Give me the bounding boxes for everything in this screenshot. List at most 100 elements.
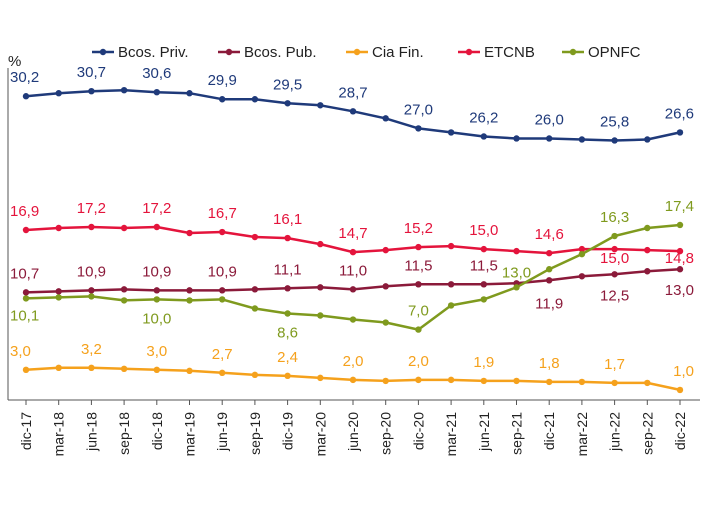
data-point-bcos-priv	[676, 129, 684, 136]
legend-marker	[225, 48, 233, 56]
legend-label: ETCNB	[484, 44, 535, 61]
legend-item-bcos-priv: Bcos. Priv.	[92, 44, 189, 61]
data-point-opnfc	[513, 284, 520, 291]
data-point-bcos-pub	[447, 281, 455, 288]
x-tick-label: mar-22	[574, 412, 590, 457]
legend-label: Cia Fin.	[372, 44, 424, 61]
data-label-bcos-pub: 10,7	[10, 265, 39, 282]
data-point-cia-fin	[153, 366, 160, 374]
data-point-bcos-priv	[219, 96, 226, 103]
data-label-opnfc: 13,0	[502, 264, 531, 281]
data-point-cia-fin	[546, 378, 553, 386]
data-point-etcnb	[611, 245, 618, 253]
data-label-opnfc: 7,0	[408, 303, 429, 320]
data-point-bcos-pub	[644, 268, 651, 275]
data-label-cia-fin: 2,7	[212, 346, 233, 363]
data-point-etcnb	[186, 229, 193, 237]
data-label-bcos-priv: 26,0	[535, 111, 564, 128]
chart-axes	[7, 68, 700, 405]
data-point-bcos-priv	[578, 136, 586, 143]
data-label-etcnb: 15,0	[600, 250, 629, 267]
data-point-bcos-priv	[447, 129, 455, 136]
legend-item-cia-fin: Cia Fin.	[346, 44, 424, 61]
data-point-bcos-priv	[546, 135, 553, 142]
data-point-cia-fin	[644, 379, 651, 387]
data-point-etcnb	[317, 240, 324, 248]
data-point-opnfc	[349, 316, 357, 323]
data-point-opnfc	[251, 305, 259, 312]
data-label-bcos-pub: 10,9	[208, 263, 237, 280]
data-point-bcos-priv	[480, 133, 487, 140]
data-label-cia-fin: 1,7	[604, 356, 625, 373]
data-label-bcos-priv: 28,7	[338, 84, 367, 101]
data-point-cia-fin	[88, 364, 95, 372]
data-point-etcnb	[251, 233, 259, 241]
data-point-etcnb	[578, 245, 586, 253]
data-point-opnfc	[284, 310, 291, 317]
data-label-opnfc: 10,0	[142, 310, 171, 327]
data-point-etcnb	[480, 245, 487, 253]
data-point-etcnb	[447, 242, 455, 250]
data-label-bcos-priv: 27,0	[404, 101, 433, 118]
data-label-etcnb: 16,7	[208, 205, 237, 222]
legend-item-opnfc: OPNFC	[562, 44, 641, 61]
data-point-bcos-pub	[88, 287, 95, 294]
data-label-bcos-pub: 13,0	[665, 282, 694, 299]
data-label-etcnb: 14,8	[665, 250, 694, 267]
data-point-bcos-priv	[644, 136, 651, 143]
data-point-opnfc	[317, 312, 324, 319]
data-label-cia-fin: 3,0	[10, 343, 31, 360]
data-point-etcnb	[382, 246, 389, 254]
x-tick-label: dic-17	[18, 412, 34, 450]
data-point-bcos-priv	[382, 115, 389, 122]
data-labels: 30,2 30,7 30,6 29,9 29,5 28,7 27,0 26,2 26,0 25,8…	[10, 64, 694, 380]
data-label-bcos-priv: 26,6	[665, 105, 694, 122]
x-tick-label: dic-22	[672, 412, 688, 450]
data-point-bcos-pub	[22, 289, 30, 296]
data-point-opnfc	[611, 232, 618, 240]
data-point-bcos-pub	[284, 285, 291, 292]
data-point-etcnb	[22, 226, 30, 234]
data-point-bcos-pub	[480, 281, 487, 288]
data-label-bcos-pub: 12,5	[600, 287, 629, 304]
x-tick-label: dic-18	[149, 412, 165, 450]
data-point-cia-fin	[55, 364, 62, 372]
data-point-etcnb	[415, 243, 422, 251]
x-tick-label: sep-20	[378, 412, 394, 455]
data-point-cia-fin	[611, 379, 618, 387]
data-label-bcos-priv: 29,5	[273, 76, 302, 93]
data-point-cia-fin	[317, 374, 324, 382]
data-label-etcnb: 14,7	[338, 225, 367, 242]
data-point-cia-fin	[676, 386, 684, 394]
data-point-opnfc	[186, 297, 193, 304]
data-point-bcos-pub	[382, 283, 389, 290]
data-point-bcos-priv	[513, 135, 520, 142]
data-point-bcos-pub	[219, 287, 226, 294]
data-label-cia-fin: 3,0	[146, 343, 167, 360]
data-label-opnfc: 8,6	[277, 324, 298, 341]
data-point-bcos-priv	[611, 137, 618, 144]
data-label-bcos-pub: 10,9	[142, 263, 171, 280]
data-point-cia-fin	[219, 369, 226, 377]
x-tick-label: sep-22	[639, 412, 655, 455]
legend-label: Bcos. Priv.	[118, 44, 189, 61]
data-point-bcos-pub	[251, 286, 259, 293]
data-point-cia-fin	[382, 377, 389, 385]
data-label-bcos-pub: 10,9	[77, 263, 106, 280]
data-label-bcos-pub: 11,0	[339, 262, 367, 279]
legend-marker	[99, 48, 107, 56]
data-point-opnfc	[676, 221, 684, 229]
data-point-cia-fin	[22, 366, 30, 374]
x-tick-label: jun-21	[476, 412, 492, 452]
y-axis-label: %	[8, 53, 21, 70]
data-label-bcos-pub: 11,9	[535, 295, 563, 312]
data-point-bcos-pub	[120, 286, 128, 293]
legend-marker	[569, 48, 577, 56]
data-point-cia-fin	[578, 378, 586, 386]
data-point-opnfc	[219, 296, 226, 303]
data-label-bcos-priv: 26,2	[469, 109, 498, 126]
data-label-etcnb: 15,0	[469, 222, 498, 239]
data-label-bcos-pub: 11,5	[470, 257, 498, 274]
legend-label: Bcos. Pub.	[244, 44, 317, 61]
